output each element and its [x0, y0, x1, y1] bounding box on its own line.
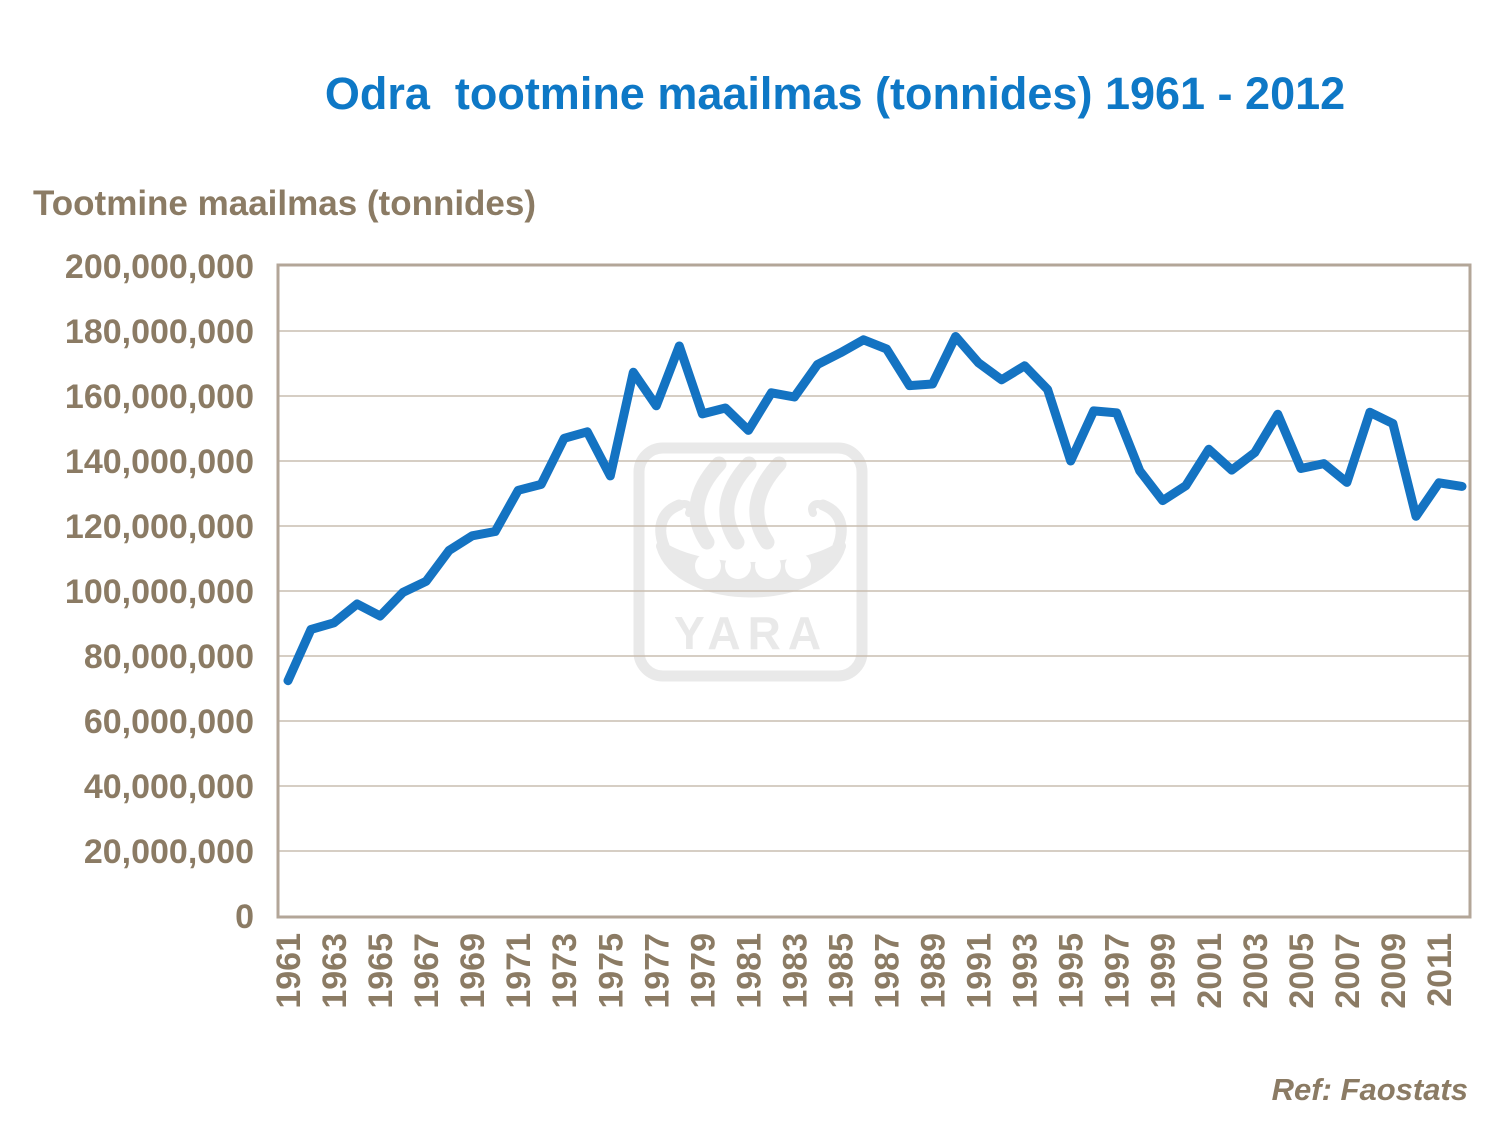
x-tick-label: 1963: [316, 933, 354, 1009]
x-tick-label: 1999: [1145, 933, 1183, 1009]
x-tick-label: 1995: [1053, 933, 1091, 1009]
y-tick-label: 120,000,000: [65, 508, 254, 546]
x-tick-label: 1991: [961, 933, 999, 1009]
x-tick-label: 1987: [869, 933, 907, 1009]
watermark-logo: YARA: [633, 442, 868, 682]
line-chart: YARA 0 20,000,000 40,000,000 60,000,000 80,0…: [65, 248, 1472, 1009]
y-tick-label: 180,000,000: [65, 313, 254, 351]
x-tick-label: 1961: [270, 933, 308, 1009]
y-tick-label: 200,000,000: [65, 248, 254, 286]
ref-note: Ref: Faostats: [1271, 1072, 1468, 1107]
x-tick-label: 1973: [546, 933, 584, 1009]
viking-ship-icon: [655, 456, 847, 552]
x-tick-label: 2001: [1191, 933, 1229, 1009]
ship-hull: [656, 541, 846, 598]
x-tick-label: 1969: [454, 933, 492, 1009]
x-tick-label: 1975: [592, 933, 630, 1009]
x-tick-label: 2011: [1421, 933, 1459, 1007]
y-tick-label: 100,000,000: [65, 573, 254, 611]
x-tick-label: 1979: [684, 933, 722, 1009]
x-tick-label: 2007: [1329, 933, 1367, 1009]
y-tick-label: 0: [235, 898, 254, 936]
production-line-series: [283, 332, 1467, 686]
watermark-text: YARA: [674, 607, 828, 659]
x-tick-label: 1981: [730, 933, 768, 1009]
x-tick-label: 1977: [638, 933, 676, 1009]
x-tick-label: 1993: [1007, 933, 1045, 1009]
x-axis-tick-labels: 1961 1963 1965 1967 1969 1971 1973 1975 1977 1979…: [270, 933, 1459, 1009]
x-tick-label: 2005: [1283, 933, 1321, 1009]
x-tick-label: 1997: [1099, 933, 1137, 1009]
y-axis-title: Tootmine maailmas (tonnides): [33, 184, 537, 223]
y-tick-label: 20,000,000: [84, 833, 254, 871]
y-tick-label: 40,000,000: [84, 768, 254, 806]
y-tick-label: 160,000,000: [65, 378, 254, 416]
y-tick-label: 80,000,000: [84, 638, 254, 676]
x-tick-label: 1965: [362, 933, 400, 1009]
x-tick-label: 1989: [915, 933, 953, 1009]
x-tick-label: 1985: [822, 933, 860, 1009]
shield-circles: [695, 553, 811, 579]
x-tick-label: 1967: [408, 933, 446, 1009]
x-tick-label: 1971: [500, 933, 538, 1009]
chart-title: Odra tootmine maailmas (tonnides) 1961 -…: [324, 68, 1346, 119]
x-tick-label: 1983: [776, 933, 814, 1009]
x-tick-label: 2009: [1375, 933, 1413, 1009]
y-axis-tick-labels: 0 20,000,000 40,000,000 60,000,000 80,000,00…: [65, 248, 254, 936]
y-tick-label: 60,000,000: [84, 703, 254, 741]
plot-frame: [276, 263, 1472, 919]
y-tick-label: 140,000,000: [65, 443, 254, 481]
watermark-frame: [633, 442, 868, 682]
gridlines: [278, 330, 1470, 852]
x-tick-label: 2003: [1237, 933, 1275, 1009]
